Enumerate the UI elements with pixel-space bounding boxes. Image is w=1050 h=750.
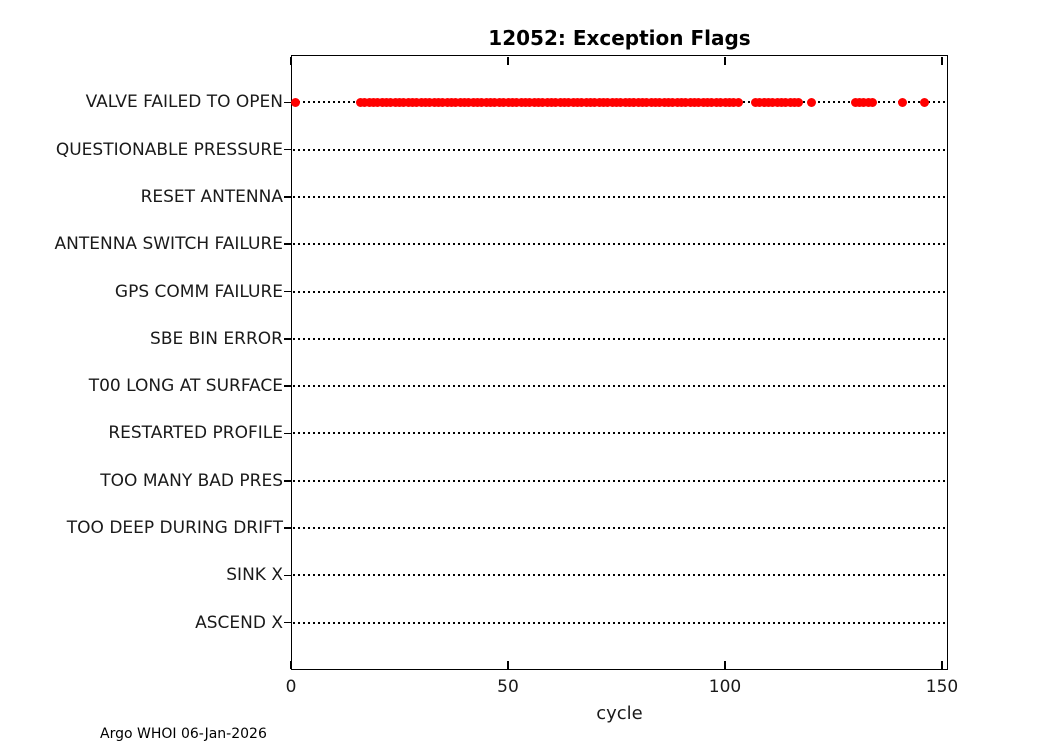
plot-area	[291, 55, 948, 670]
x-axis-tick-bottom	[290, 660, 292, 669]
x-tick-label: 0	[285, 677, 297, 697]
x-axis-tick-top	[724, 56, 726, 65]
y-axis-tick	[284, 385, 292, 387]
y-axis-tick	[284, 574, 292, 577]
x-axis-tick-top	[941, 56, 943, 65]
row-gridline	[293, 574, 946, 577]
data-point	[807, 97, 817, 107]
row-gridline	[293, 290, 946, 293]
x-axis-tick-top	[507, 56, 509, 65]
row-gridline	[293, 621, 946, 624]
x-axis-tick-bottom	[941, 660, 943, 669]
x-axis-tick-bottom	[507, 660, 509, 669]
data-point	[920, 97, 930, 107]
y-axis-tick	[284, 432, 292, 435]
data-point	[290, 97, 300, 107]
x-tick-label: 100	[708, 677, 742, 697]
data-point	[794, 97, 804, 107]
data-point	[868, 97, 878, 107]
category-label: RESET ANTENNA	[140, 186, 283, 207]
category-label: ANTENNA SWITCH FAILURE	[54, 234, 283, 255]
row-gridline	[293, 195, 946, 198]
x-axis-tick-top	[290, 56, 292, 65]
y-axis-tick	[284, 338, 292, 340]
row-gridline	[293, 148, 946, 151]
category-label: QUESTIONABLE PRESSURE	[55, 139, 283, 160]
category-label: RESTARTED PROFILE	[108, 423, 283, 444]
y-axis-tick	[284, 196, 292, 198]
category-label: SINK X	[226, 565, 283, 586]
data-point	[898, 97, 908, 107]
category-label: TOO DEEP DURING DRIFT	[66, 518, 283, 539]
x-axis-tick-bottom	[724, 660, 726, 669]
y-axis-tick	[284, 480, 292, 482]
row-gridline	[293, 337, 946, 340]
x-tick-label: 150	[925, 677, 959, 697]
y-axis-tick	[284, 621, 292, 624]
y-axis-tick	[284, 148, 292, 151]
y-axis-tick	[284, 290, 292, 293]
x-tick-label: 50	[497, 677, 519, 697]
category-label: TOO MANY BAD PRES	[100, 470, 283, 491]
x-axis-label: cycle	[596, 703, 643, 724]
category-label: T00 LONG AT SURFACE	[88, 376, 283, 397]
category-label: GPS COMM FAILURE	[114, 281, 283, 302]
category-label: VALVE FAILED TO OPEN	[85, 92, 283, 113]
chart-title: 12052: Exception Flags	[488, 26, 751, 50]
category-label: ASCEND X	[195, 612, 283, 633]
row-gridline	[293, 527, 946, 530]
row-gridline	[293, 385, 946, 388]
row-gridline	[293, 243, 946, 246]
y-axis-tick	[284, 101, 292, 104]
data-point	[733, 97, 743, 107]
y-axis-tick	[284, 243, 292, 245]
row-gridline	[293, 432, 946, 435]
y-axis-tick	[284, 527, 292, 529]
category-label: SBE BIN ERROR	[150, 328, 283, 349]
row-gridline	[293, 479, 946, 482]
figure-footer: Argo WHOI 06-Jan-2026	[100, 726, 267, 742]
